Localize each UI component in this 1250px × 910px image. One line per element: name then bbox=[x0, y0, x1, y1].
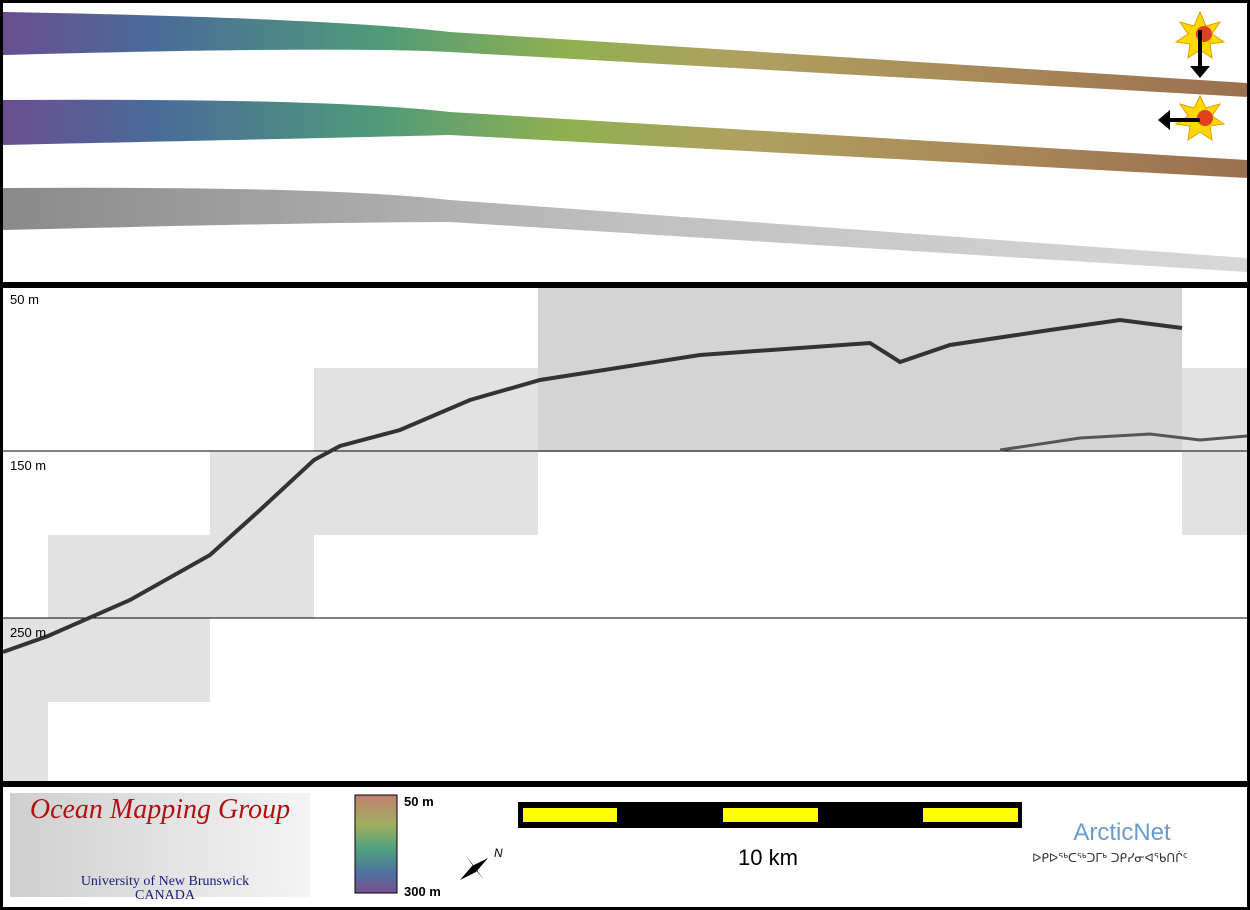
compass: N bbox=[460, 846, 503, 880]
sun-icon bbox=[1158, 94, 1226, 142]
partner-name-inuktitut: ᐅᑭᐅᖅᑕᖅᑐᒥᒃ ᑐᑭᓯᓂᐊᖃᑎᒌᑦ bbox=[1032, 849, 1188, 865]
swath-strip bbox=[3, 99, 1247, 178]
depth-label: 150 m bbox=[10, 458, 46, 473]
scale-label: 10 km bbox=[738, 845, 798, 870]
backscatter-strip bbox=[3, 187, 1247, 272]
scale-bar bbox=[518, 802, 1022, 828]
colorbar bbox=[354, 794, 398, 894]
seafloor-profile bbox=[2, 317, 1183, 654]
logo bbox=[10, 793, 310, 897]
sun-icon bbox=[1174, 10, 1226, 78]
logo-country: CANADA bbox=[135, 888, 196, 903]
swath-strip bbox=[3, 12, 1247, 97]
partner-name: ArcticNet bbox=[1073, 819, 1171, 846]
reflector bbox=[999, 432, 1248, 452]
logo-title: Ocean Mapping Group bbox=[30, 794, 290, 825]
logo-university: University of New Brunswick bbox=[81, 874, 249, 889]
depth-label: 50 m bbox=[10, 292, 39, 307]
colorbar-label: 50 m bbox=[404, 794, 434, 809]
subbottom-blocks bbox=[3, 288, 1247, 781]
colorbar-label: 300 m bbox=[404, 884, 441, 899]
compass-label: N bbox=[494, 846, 503, 860]
depth-label: 250 m bbox=[10, 625, 46, 640]
